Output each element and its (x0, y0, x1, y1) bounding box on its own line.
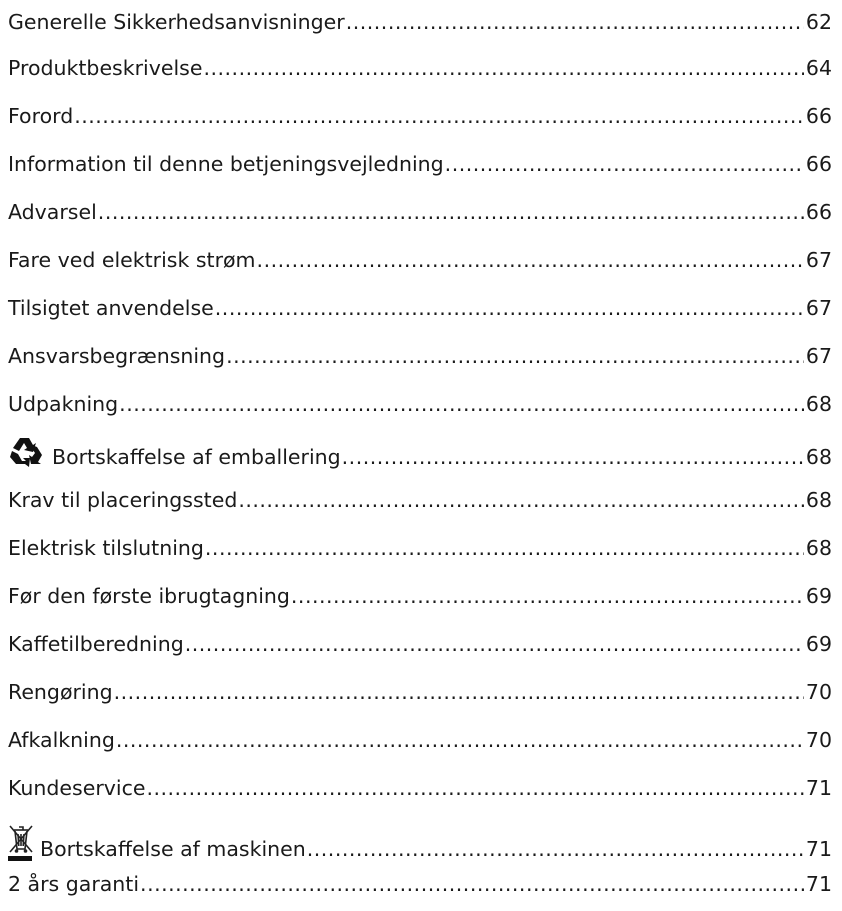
toc-entry-page: 70 (805, 728, 832, 752)
toc-leader-dots (346, 2, 804, 42)
toc-entry[interactable]: Ansvarsbegrænsning 67 (8, 336, 832, 376)
toc-leader-dots (203, 48, 803, 88)
toc-leader-dots (291, 576, 804, 616)
toc-leader-dots (226, 336, 804, 376)
toc-entry-title: Kaffetilberedning (8, 632, 184, 656)
toc-entry-title: Information til denne betjeningsvejledni… (8, 152, 444, 176)
toc-entry[interactable]: Advarsel 66 (8, 192, 832, 232)
toc-entry[interactable]: Kundeservice 71 (8, 768, 832, 808)
toc-entry-page: 64 (805, 56, 832, 80)
toc-entry-page: 71 (805, 872, 832, 896)
toc-entry-title: Advarsel (8, 200, 97, 224)
toc-leader-dots (119, 384, 804, 424)
toc-entry[interactable]: Bortskaffelse af maskinen 71 (8, 816, 832, 861)
toc-entry[interactable]: Fare ved elektrisk strøm 67 (8, 240, 832, 280)
crossed-out-bin-icon (8, 822, 34, 862)
toc-leader-dots (205, 528, 804, 568)
toc-entry[interactable]: Rengøring 70 (8, 672, 832, 712)
toc-entry-title: 2 års garanti (8, 872, 140, 896)
toc-entry[interactable]: Forord 66 (8, 96, 832, 136)
toc-entry[interactable]: Elektrisk tilslutning 68 (8, 528, 832, 568)
toc-leader-dots (114, 672, 804, 712)
toc-entry[interactable]: Før den første ibrugtagning 69 (8, 576, 832, 616)
toc-entry-page: 68 (805, 488, 832, 512)
toc-leader-dots (98, 192, 804, 232)
toc-entry[interactable]: Bortskaffelse af emballering 68 (8, 432, 832, 472)
toc-leader-dots (185, 624, 804, 664)
toc-entry-title: Ansvarsbegrænsning (8, 344, 226, 368)
toc-entry[interactable]: Generelle Sikkerhedsanvisninger 62 (8, 2, 832, 42)
toc-entry-title: Før den første ibrugtagning (8, 584, 290, 608)
toc-entry-page: 71 (805, 837, 832, 861)
toc-entry-title: Rengøring (8, 680, 113, 704)
toc-entry-page: 70 (805, 680, 832, 704)
toc-leader-dots (146, 768, 803, 808)
toc-entry[interactable]: Afkalkning 70 (8, 720, 832, 760)
toc-leader-dots (74, 96, 804, 136)
toc-entry-page: 66 (805, 152, 832, 176)
toc-entry-page: 68 (805, 536, 832, 560)
toc-entry[interactable]: Udpakning 68 (8, 384, 832, 424)
toc-entry-page: 68 (805, 445, 832, 469)
toc-entry-title: Krav til placeringssted (8, 488, 238, 512)
toc-entry-page: 69 (805, 632, 832, 656)
toc-entry-title: Bortskaffelse af emballering (52, 445, 341, 469)
recycle-icon (8, 436, 46, 468)
toc-entry[interactable]: Produktbeskrivelse 64 (8, 48, 832, 88)
toc-entry-title: Udpakning (8, 392, 119, 416)
toc-entry-page: 71 (805, 776, 832, 800)
toc-entry-title: Generelle Sikkerhedsanvisninger (8, 10, 345, 34)
toc-entry-page: 69 (805, 584, 832, 608)
toc-entry-page: 62 (805, 10, 832, 34)
toc-entry-page: 67 (805, 296, 832, 320)
toc-entry[interactable]: Krav til placeringssted 68 (8, 480, 832, 520)
toc-entry-title: Kundeservice (8, 776, 146, 800)
toc-entry-page: 67 (805, 344, 832, 368)
toc-leader-dots (140, 864, 804, 904)
toc-leader-dots (238, 480, 804, 520)
toc-entry[interactable]: Tilsigtet anvendelse 67 (8, 288, 832, 328)
toc-entry-page: 66 (805, 200, 832, 224)
toc-entry[interactable]: 2 års garanti 71 (8, 864, 832, 904)
toc-entry-title: Produktbeskrivelse (8, 56, 203, 80)
toc-entry-page: 67 (805, 248, 832, 272)
toc-leader-dots (342, 437, 804, 477)
toc-leader-dots (307, 829, 804, 869)
toc-entry-title: Elektrisk tilslutning (8, 536, 204, 560)
toc-entry-title: Forord (8, 104, 74, 128)
toc-entry[interactable]: Information til denne betjeningsvejledni… (8, 144, 832, 184)
toc-entry-title: Fare ved elektrisk strøm (8, 248, 256, 272)
toc-entry-title: Tilsigtet anvendelse (8, 296, 214, 320)
toc-entry[interactable]: Kaffetilberedning 69 (8, 624, 832, 664)
toc-leader-dots (116, 720, 804, 760)
toc-leader-dots (215, 288, 804, 328)
toc-leader-dots (445, 144, 804, 184)
toc-entry-title: Afkalkning (8, 728, 115, 752)
toc-entry-page: 68 (805, 392, 832, 416)
toc-leader-dots (257, 240, 804, 280)
toc-entry-title: Bortskaffelse af maskinen (40, 837, 306, 861)
toc-entry-page: 66 (805, 104, 832, 128)
